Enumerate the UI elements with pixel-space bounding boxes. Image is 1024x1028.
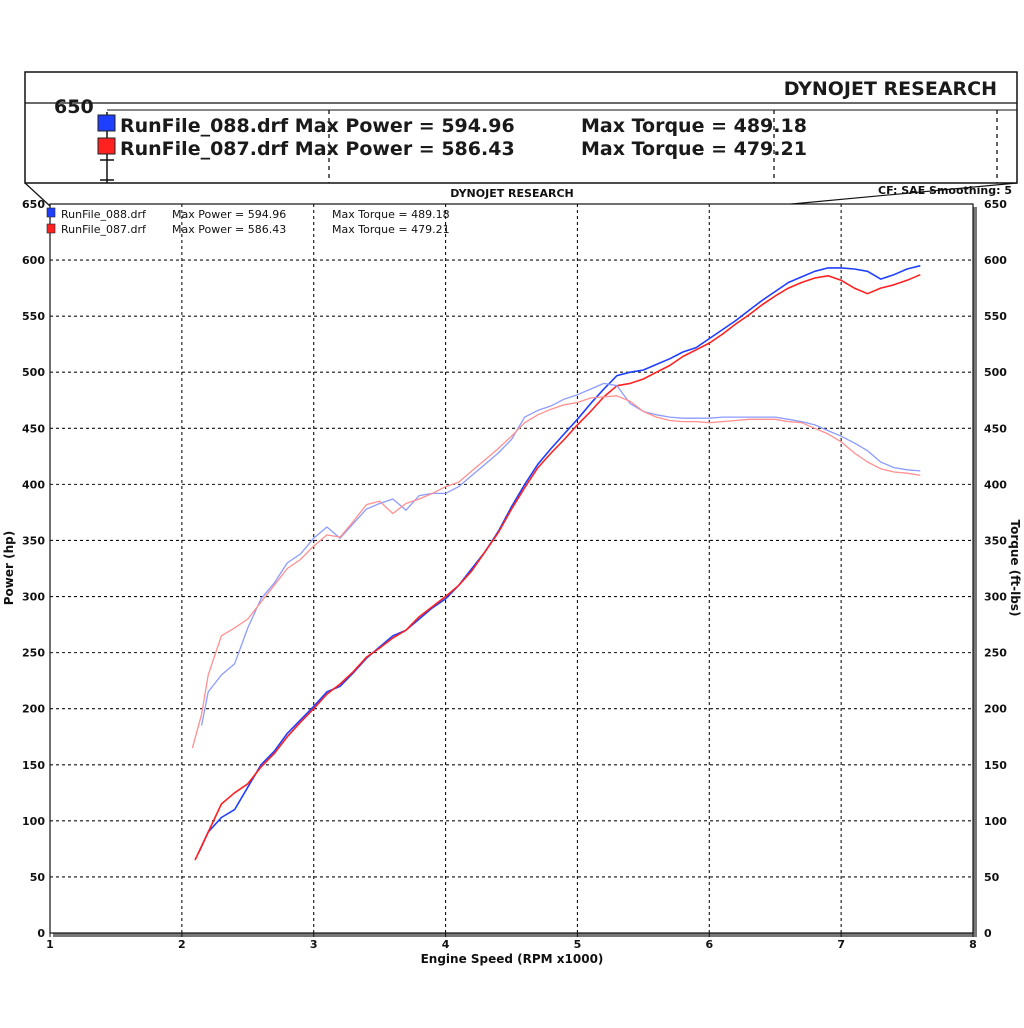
series-line-3 (200, 382, 921, 726)
y-tick-label-left: 0 (37, 927, 45, 940)
x-axis-title: Engine Speed (RPM x1000) (421, 952, 604, 966)
y-tick-label-left: 200 (22, 703, 45, 716)
y-tick-label-left: 100 (22, 815, 45, 828)
y-axis-title-right: Torque (ft-lbs) (1008, 520, 1022, 617)
zoom-inset-frame (24, 71, 1018, 184)
y-tick-label-right: 550 (984, 310, 1007, 323)
legend-power-088: Max Power = 594.96 (172, 208, 286, 221)
y-tick-label-left: 650 (22, 198, 45, 211)
zoom-legend-text-087: RunFile_087.drf Max Power = 586.43 (120, 138, 515, 160)
y-tick-label-left: 150 (22, 759, 45, 772)
zoom-legend-text-088: RunFile_088.drf Max Power = 594.96 (120, 115, 515, 137)
x-tick-label: 5 (574, 938, 582, 951)
x-tick-label: 4 (442, 938, 450, 951)
zoom-inset-title: DYNOJET RESEARCH (784, 78, 997, 100)
x-tick-label: 6 (705, 938, 713, 951)
legend: RunFile_088.drf Max Power = 594.96 Max T… (46, 207, 450, 236)
y-tick-label-left: 600 (22, 254, 45, 267)
y-tick-label-left: 500 (22, 366, 45, 379)
y-tick-label-right: 350 (984, 534, 1007, 547)
y-tick-label-right: 50 (984, 871, 1000, 884)
legend-torque-087: Max Torque = 479.21 (332, 223, 450, 236)
zoom-legend-swatch-088 (97, 114, 116, 132)
callout-line-left (24, 182, 51, 207)
y-tick-label-right: 200 (984, 703, 1007, 716)
zoom-legend-torque-087: Max Torque = 479.21 (581, 138, 807, 160)
y-tick-label-left: 550 (22, 310, 45, 323)
y-tick-label-right: 600 (984, 254, 1007, 267)
legend-swatch-088 (46, 207, 56, 218)
series-line-4 (191, 395, 921, 749)
y-tick-label-right: 450 (984, 422, 1007, 435)
y-tick-label-right: 100 (984, 815, 1007, 828)
legend-run-087: RunFile_087.drf (61, 223, 147, 236)
grid (50, 204, 973, 933)
chart-corner-note: CF: SAE Smoothing: 5 (878, 184, 1012, 197)
legend-torque-088: Max Torque = 489.18 (332, 208, 450, 221)
y-tick-label-left: 400 (22, 478, 45, 491)
y-tick-label-right: 650 (984, 198, 1007, 211)
x-tick-label: 7 (837, 938, 845, 951)
y-tick-label-left: 300 (22, 591, 45, 604)
legend-swatch-087 (46, 223, 56, 234)
zoom-legend-swatch-087 (97, 137, 116, 155)
y-tick-label-right: 250 (984, 647, 1007, 660)
legend-run-088: RunFile_088.drf (61, 208, 147, 221)
series-line-2 (194, 273, 921, 861)
y-tick-label-right: 150 (984, 759, 1007, 772)
x-tick-label: 1 (46, 938, 54, 951)
y-tick-label-right: 300 (984, 591, 1007, 604)
zoom-legend-torque-088: Max Torque = 489.18 (581, 115, 807, 137)
y-tick-label-left: 350 (22, 534, 45, 547)
y-tick-label-right: 400 (984, 478, 1007, 491)
zoom-inset: DYNOJET RESEARCH 650 RunFile_088.drf Max… (24, 71, 1018, 184)
y-tick-label-left: 450 (22, 422, 45, 435)
zoom-inset-axis-value: 650 (54, 96, 94, 118)
y-tick-label-left: 250 (22, 647, 45, 660)
x-tick-label: 2 (178, 938, 186, 951)
x-tick-label: 3 (310, 938, 318, 951)
legend-power-087: Max Power = 586.43 (172, 223, 286, 236)
y-axis-title-left: Power (hp) (2, 531, 16, 605)
series-layer (191, 264, 921, 861)
x-tick-label: 8 (969, 938, 977, 951)
chart-title: DYNOJET RESEARCH (450, 187, 573, 200)
series-line-1 (198, 264, 921, 853)
y-tick-label-left: 50 (30, 871, 46, 884)
plot-area (49, 203, 974, 934)
y-tick-label-right: 500 (984, 366, 1007, 379)
y-tick-label-right: 0 (984, 927, 992, 940)
